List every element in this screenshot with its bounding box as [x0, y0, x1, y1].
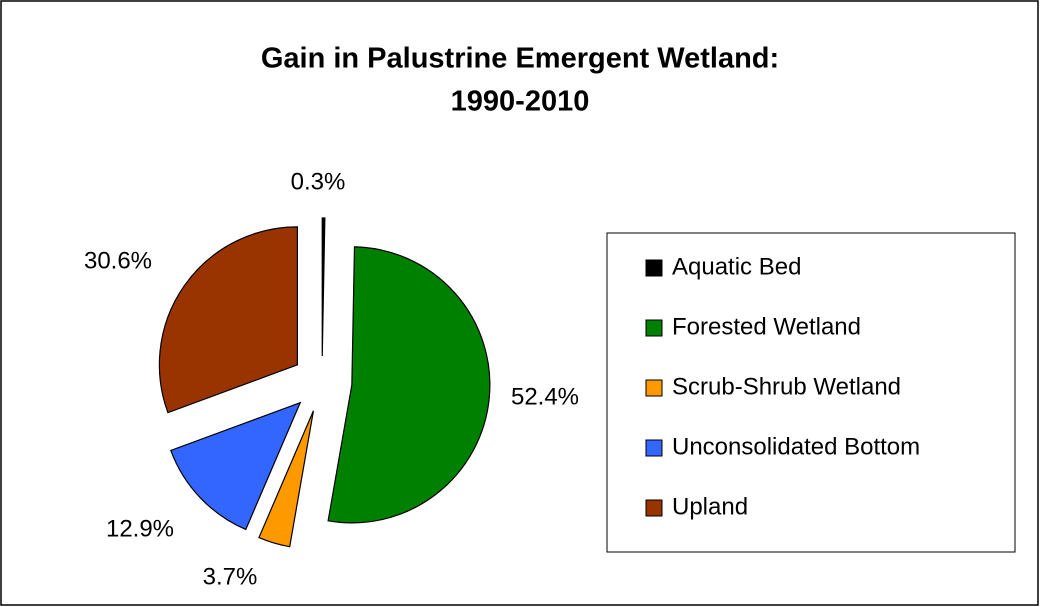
chart-title: 1990-2010 — [451, 86, 590, 118]
data-label: 0.3% — [291, 168, 346, 195]
pie-slice — [170, 401, 302, 531]
chart-title: Gain in Palustrine Emergent Wetland: — [261, 43, 779, 75]
pie-slice — [321, 217, 326, 357]
data-label: 52.4% — [511, 383, 579, 410]
legend-label: Aquatic Bed — [672, 253, 801, 280]
legend-swatch — [645, 259, 663, 277]
legend-swatch — [645, 319, 663, 337]
pie-slice — [327, 246, 491, 524]
data-label: 12.9% — [106, 515, 174, 542]
legend-swatch — [645, 499, 663, 517]
legend-label: Upland — [672, 493, 748, 520]
legend-label: Forested Wetland — [672, 313, 861, 340]
data-label: 30.6% — [84, 247, 152, 274]
data-label: 3.7% — [203, 563, 258, 590]
legend-label: Unconsolidated Bottom — [672, 433, 920, 460]
pie-slice — [158, 226, 298, 414]
legend-swatch — [645, 439, 663, 457]
pie-slice — [258, 410, 315, 548]
legend-box — [606, 232, 1016, 553]
legend-swatch — [645, 379, 663, 397]
legend-label: Scrub-Shrub Wetland — [672, 373, 901, 400]
